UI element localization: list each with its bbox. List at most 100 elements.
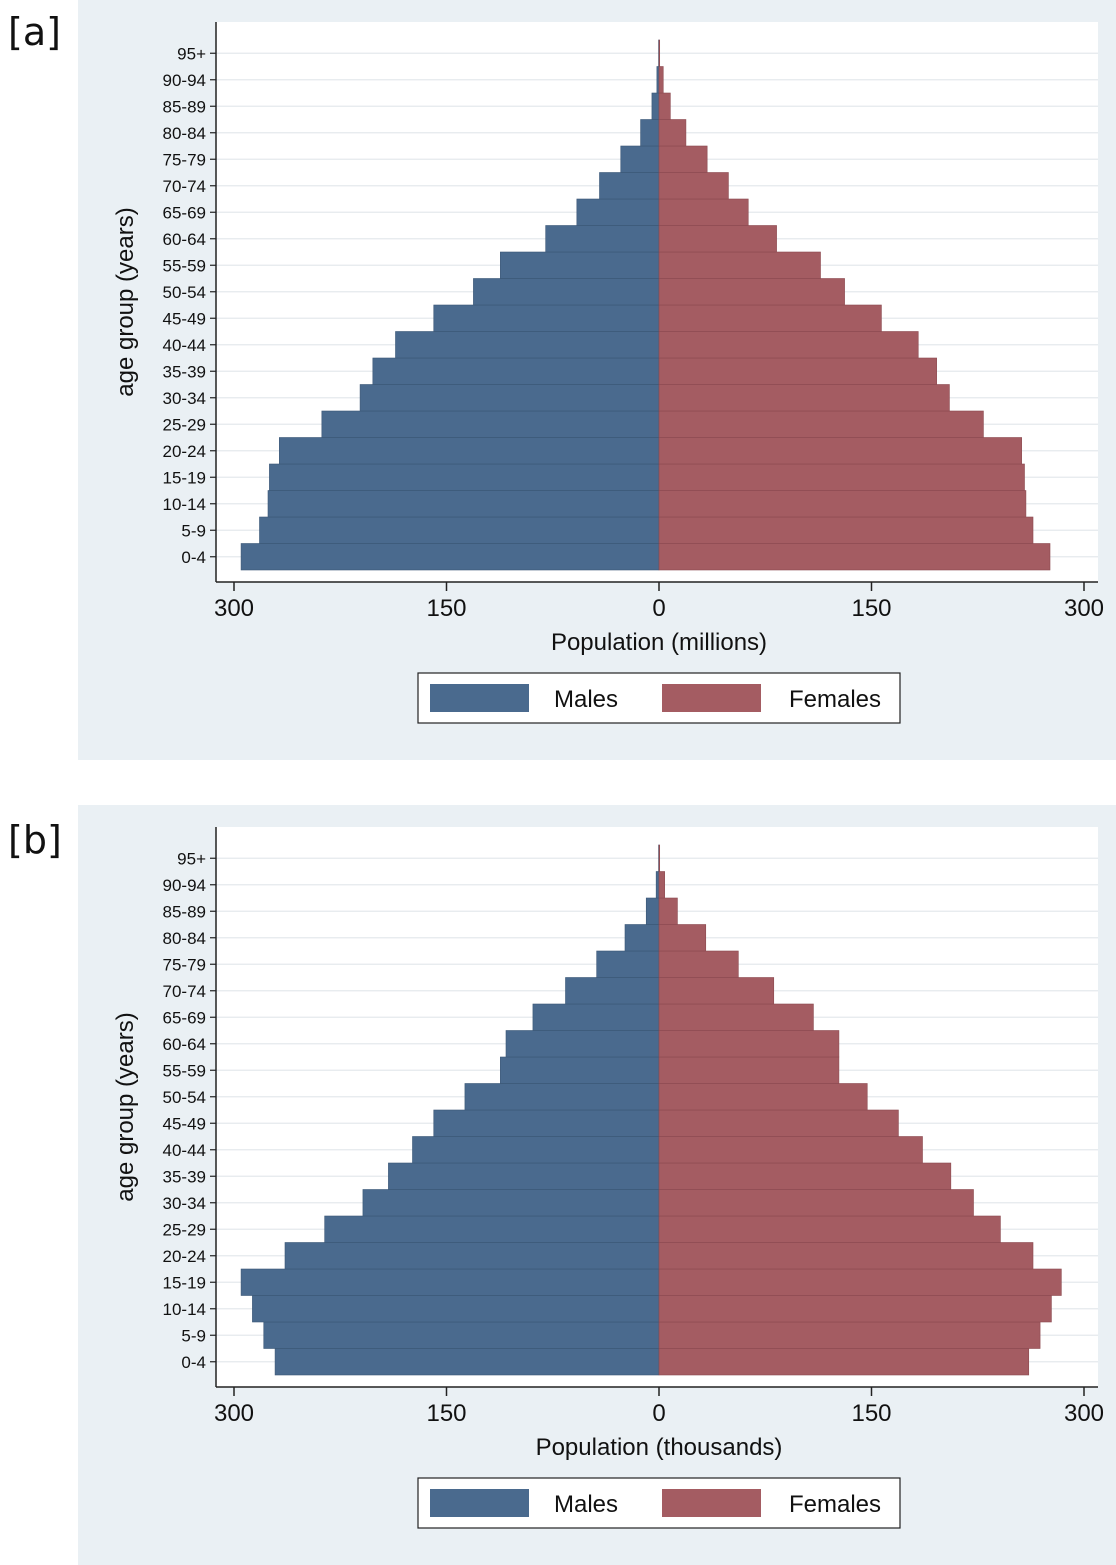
bar-female-50-54: [659, 279, 845, 306]
x-tick-label: 0: [652, 595, 665, 622]
y-tick-label: 65-69: [163, 203, 206, 222]
y-tick-label: 65-69: [163, 1008, 206, 1027]
bar-female-70-74: [659, 173, 728, 200]
bar-male-70-74: [566, 978, 660, 1005]
bar-female-30-34: [659, 385, 949, 412]
bar-male-45-49: [434, 305, 659, 332]
bar-male-35-39: [388, 1163, 659, 1190]
bar-male-15-19: [269, 464, 659, 491]
bar-female-85-89: [659, 898, 677, 925]
bar-male-50-54: [473, 279, 659, 306]
legend-label-females: Females: [789, 1491, 881, 1518]
legend-label-males: Males: [554, 1491, 618, 1518]
x-tick-label: 300: [1064, 595, 1104, 622]
bar-female-40-44: [659, 1137, 923, 1164]
y-tick-label: 75-79: [163, 150, 206, 169]
bar-female-50-54: [659, 1084, 867, 1111]
bar-female-0-4: [659, 1349, 1029, 1376]
bar-female-45-49: [659, 1110, 898, 1137]
x-tick-label: 300: [1064, 1400, 1104, 1427]
y-tick-label: 75-79: [163, 955, 206, 974]
bar-male-5-9: [264, 1322, 659, 1349]
bar-female-55-59: [659, 1057, 839, 1084]
y-tick-label: 80-84: [163, 929, 206, 948]
bar-female-25-29: [659, 411, 983, 438]
bar-male-35-39: [373, 358, 659, 385]
legend-label-females: Females: [789, 686, 881, 713]
y-tick-label: 25-29: [163, 415, 206, 434]
bar-male-20-24: [279, 438, 659, 465]
bar-male-25-29: [322, 411, 659, 438]
bar-male-60-64: [506, 1031, 659, 1058]
bar-male-45-49: [434, 1110, 659, 1137]
bar-male-30-34: [363, 1190, 659, 1217]
bar-male-75-79: [597, 951, 659, 978]
bar-male-60-64: [546, 226, 659, 253]
bar-male-65-69: [577, 199, 659, 226]
legend-label-males: Males: [554, 686, 618, 713]
bar-male-70-74: [600, 173, 660, 200]
bar-female-0-4: [659, 544, 1050, 571]
y-tick-label: 10-14: [163, 495, 206, 514]
x-tick-label: 300: [214, 1400, 254, 1427]
bar-female-95+: [659, 845, 660, 872]
legend-swatch-females: [662, 1489, 761, 1517]
y-tick-label: 30-34: [163, 389, 206, 408]
bar-male-80-84: [625, 925, 659, 952]
bar-female-35-39: [659, 1163, 951, 1190]
bar-male-40-44: [396, 332, 660, 359]
bar-female-5-9: [659, 517, 1033, 544]
bar-female-55-59: [659, 252, 821, 279]
bar-female-40-44: [659, 332, 918, 359]
y-tick-label: 90-94: [163, 71, 206, 90]
bar-female-10-14: [659, 491, 1026, 518]
x-tick-label: 300: [214, 595, 254, 622]
bar-female-20-24: [659, 1243, 1033, 1270]
x-tick-label: 150: [851, 595, 891, 622]
pyramid-chart-a: 0-45-910-1415-1920-2425-2930-3435-3940-4…: [78, 0, 1116, 760]
bar-male-50-54: [465, 1084, 659, 1111]
bar-female-5-9: [659, 1322, 1040, 1349]
x-axis-title: Population (millions): [551, 629, 767, 656]
y-tick-label: 85-89: [163, 97, 206, 116]
bar-male-80-84: [641, 120, 659, 147]
bar-male-85-89: [652, 93, 659, 120]
y-tick-label: 85-89: [163, 902, 206, 921]
y-tick-label: 15-19: [163, 468, 206, 487]
bar-male-25-29: [325, 1216, 659, 1243]
legend-swatch-males: [430, 1489, 529, 1517]
bar-female-85-89: [659, 93, 670, 120]
bar-female-95+: [659, 40, 660, 67]
bar-male-20-24: [285, 1243, 659, 1270]
y-tick-label: 60-64: [163, 1035, 206, 1054]
y-tick-label: 50-54: [163, 283, 206, 302]
bar-female-75-79: [659, 951, 738, 978]
y-tick-label: 45-49: [163, 1114, 206, 1133]
y-tick-label: 20-24: [163, 442, 206, 461]
bar-female-45-49: [659, 305, 881, 332]
y-tick-label: 60-64: [163, 230, 206, 249]
y-tick-label: 45-49: [163, 309, 206, 328]
bar-female-75-79: [659, 146, 707, 173]
y-tick-label: 55-59: [163, 1061, 206, 1080]
bar-female-20-24: [659, 438, 1022, 465]
pyramid-chart-b: 0-45-910-1415-1920-2425-2930-3435-3940-4…: [78, 805, 1116, 1565]
y-tick-label: 90-94: [163, 876, 206, 895]
x-tick-label: 150: [851, 1400, 891, 1427]
bar-male-30-34: [360, 385, 659, 412]
y-tick-label: 50-54: [163, 1088, 206, 1107]
bar-male-55-59: [500, 1057, 659, 1084]
bar-male-0-4: [275, 1349, 659, 1376]
bar-female-15-19: [659, 464, 1025, 491]
bar-female-90-94: [659, 872, 665, 899]
y-tick-label: 30-34: [163, 1194, 206, 1213]
y-tick-label: 95+: [177, 44, 206, 63]
y-tick-label: 70-74: [163, 982, 206, 1001]
bar-female-80-84: [659, 925, 706, 952]
y-tick-label: 25-29: [163, 1220, 206, 1239]
bar-female-65-69: [659, 199, 748, 226]
y-tick-label: 0-4: [181, 1353, 206, 1372]
bar-female-35-39: [659, 358, 937, 385]
y-tick-label: 10-14: [163, 1300, 206, 1319]
y-tick-label: 5-9: [181, 1326, 206, 1345]
